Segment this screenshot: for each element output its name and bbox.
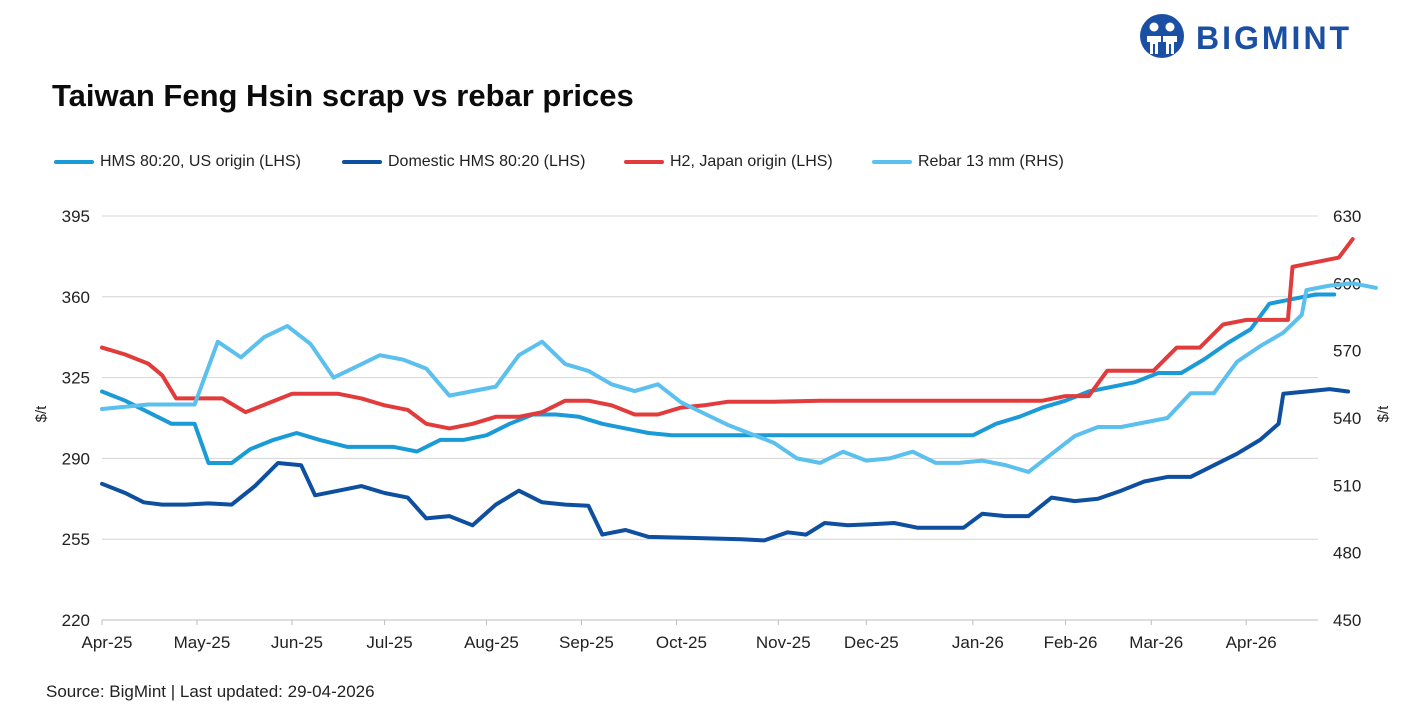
y-tick-label: 395 bbox=[62, 207, 90, 226]
legend-item: HMS 80:20, US origin (LHS) bbox=[54, 150, 301, 174]
brand-logo bbox=[1138, 12, 1383, 60]
y2-tick-label: 510 bbox=[1333, 476, 1361, 495]
brand-name: BIGMINT bbox=[1196, 20, 1353, 56]
legend-swatch bbox=[54, 160, 94, 164]
x-tick-label: Jul-25 bbox=[366, 633, 412, 652]
legend-item: Domestic HMS 80:20 (LHS) bbox=[342, 150, 585, 174]
legend-swatch bbox=[342, 160, 382, 164]
left-axis-ticks: 220 255 290 325 360 395 bbox=[62, 207, 90, 630]
source-note: Source: BigMint | Last updated: 29-04-20… bbox=[46, 682, 375, 701]
series-line bbox=[100, 292, 1337, 465]
x-tick-label: Sep-25 bbox=[559, 633, 614, 652]
y2-tick-label: 630 bbox=[1333, 207, 1361, 226]
x-tick-label: Nov-25 bbox=[756, 633, 811, 652]
legend-label: Domestic HMS 80:20 (LHS) bbox=[388, 153, 586, 170]
x-tick-label: Mar-26 bbox=[1129, 633, 1183, 652]
legend-swatch bbox=[624, 160, 664, 164]
y-tick-label: 360 bbox=[62, 288, 90, 307]
x-tick-label: Dec-25 bbox=[844, 633, 899, 652]
y2-tick-label: 450 bbox=[1333, 611, 1361, 630]
series-line bbox=[100, 387, 1351, 543]
y2-tick-label: 540 bbox=[1333, 409, 1361, 428]
x-tick-label: Apr-25 bbox=[81, 633, 132, 652]
x-tick-label: May-25 bbox=[174, 633, 231, 652]
y-tick-label: 220 bbox=[62, 611, 90, 630]
legend-label: H2, Japan origin (LHS) bbox=[670, 153, 833, 170]
chart-title: Taiwan Feng Hsin scrap vs rebar prices bbox=[52, 78, 634, 113]
gridlines bbox=[102, 215, 1318, 540]
legend-item: Rebar 13 mm (RHS) bbox=[872, 150, 1064, 174]
bigmint-people-icon bbox=[1140, 14, 1184, 58]
y2-tick-label: 480 bbox=[1333, 544, 1361, 563]
x-tick-label: Jan-26 bbox=[952, 633, 1004, 652]
right-axis-label: $/t bbox=[1375, 405, 1392, 423]
y-tick-label: 255 bbox=[62, 530, 90, 549]
y-tick-label: 290 bbox=[62, 449, 90, 468]
legend-label: HMS 80:20, US origin (LHS) bbox=[100, 153, 301, 170]
series-lines bbox=[100, 237, 1378, 543]
x-axis-ticks: Apr-25 May-25 Jun-25 Jul-25 Aug-25 Sep-25 Oct-… bbox=[81, 620, 1277, 652]
left-axis-label: $/t bbox=[33, 405, 50, 423]
x-tick-label: Feb-26 bbox=[1044, 633, 1098, 652]
y-tick-label: 325 bbox=[62, 369, 90, 388]
legend-swatch bbox=[872, 160, 912, 164]
legend-label: Rebar 13 mm (RHS) bbox=[918, 153, 1064, 170]
y2-tick-label: 570 bbox=[1333, 342, 1361, 361]
series-line bbox=[100, 281, 1378, 474]
legend-item: H2, Japan origin (LHS) bbox=[624, 150, 833, 174]
x-tick-label: Apr-26 bbox=[1226, 633, 1277, 652]
x-tick-label: Oct-25 bbox=[656, 633, 707, 652]
x-tick-label: Aug-25 bbox=[464, 633, 519, 652]
x-tick-label: Jun-25 bbox=[271, 633, 323, 652]
series-line bbox=[100, 237, 1355, 431]
